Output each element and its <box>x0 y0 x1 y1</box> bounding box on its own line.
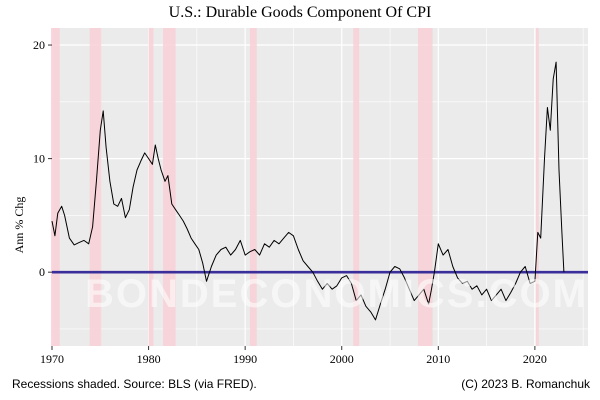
x-tick-label: 1980 <box>137 352 161 366</box>
footer-copyright: (C) 2023 B. Romanchuk <box>461 377 590 391</box>
x-tick-label: 1990 <box>233 352 257 366</box>
recession-band <box>148 28 154 346</box>
x-tick-label: 2000 <box>330 352 354 366</box>
series-line-durable-goods <box>51 61 565 321</box>
recession-band <box>418 28 433 346</box>
recession-band <box>249 28 257 346</box>
recession-band <box>353 28 360 346</box>
y-tick-label: 20 <box>33 38 45 52</box>
x-tick-label: 2020 <box>523 352 547 366</box>
footer-source-note: Recessions shaded. Source: BLS (via FRED… <box>12 377 257 391</box>
x-tick-label: 2010 <box>426 352 450 366</box>
x-tick-label: 1970 <box>40 352 64 366</box>
y-axis-label: Ann % Chg <box>12 196 26 254</box>
y-tick-label: 0 <box>39 265 45 279</box>
y-axis-ticks: 0 10 20 <box>33 38 52 279</box>
y-tick-label: 10 <box>33 152 45 166</box>
x-axis-ticks: 1970 1980 1990 2000 2010 2020 <box>40 346 547 366</box>
plot-panel <box>52 28 588 346</box>
recession-band <box>51 28 60 346</box>
recession-band <box>535 28 539 346</box>
chart-title: U.S.: Durable Goods Component Of CPI <box>168 4 432 21</box>
